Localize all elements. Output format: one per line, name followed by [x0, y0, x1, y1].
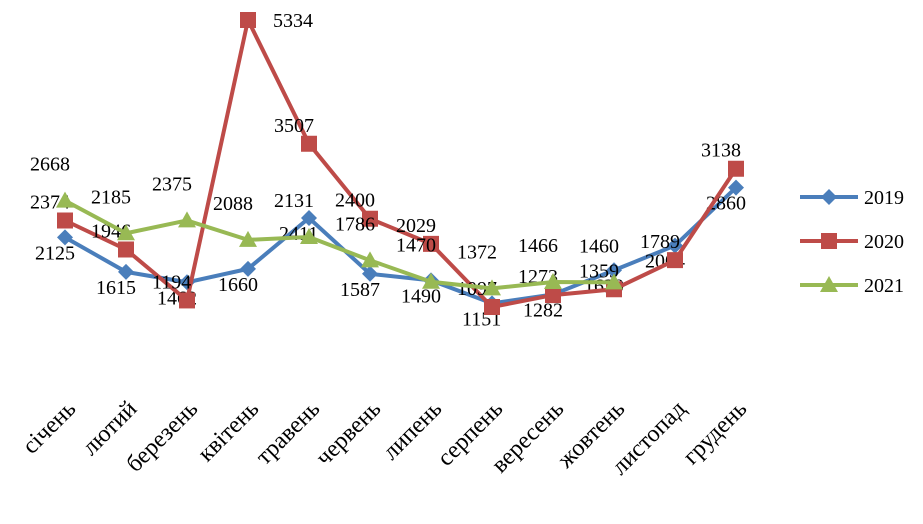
- marker: [118, 263, 134, 280]
- data-label: 2125: [35, 242, 75, 264]
- x-tick-label: квітень: [193, 396, 264, 467]
- data-label: 5334: [273, 10, 313, 32]
- series-line: [64, 186, 738, 306]
- legend-label: 2021: [864, 275, 904, 297]
- data-label: 1615: [96, 277, 136, 299]
- marker: [57, 212, 73, 229]
- marker: [606, 262, 622, 279]
- data-label: 1786: [335, 213, 375, 235]
- data-label: 2374: [30, 192, 70, 214]
- marker: [240, 12, 256, 28]
- marker: [821, 189, 837, 205]
- data-label: 2088: [213, 193, 253, 215]
- x-tick-label: грудень: [678, 396, 752, 470]
- data-label: 1460: [579, 235, 619, 257]
- marker: [240, 260, 256, 277]
- x-tick-label: червень: [311, 396, 386, 471]
- marker: [484, 299, 500, 315]
- legend-label: 2020: [864, 231, 904, 253]
- legend-label: 2019: [864, 187, 904, 209]
- marker: [483, 279, 501, 296]
- marker: [361, 251, 379, 268]
- marker: [117, 224, 135, 241]
- marker: [56, 191, 74, 208]
- marker: [239, 230, 257, 247]
- marker: [362, 210, 378, 227]
- data-label: 1466: [518, 235, 558, 257]
- series-line: [64, 13, 738, 310]
- data-label: 1282: [523, 299, 563, 321]
- marker: [544, 273, 562, 290]
- data-label: 2029: [396, 215, 436, 237]
- data-label: 2668: [30, 154, 70, 176]
- x-tick-label: січень: [18, 396, 82, 460]
- data-label: 3138: [701, 140, 741, 162]
- marker: [301, 135, 317, 152]
- data-label: 1789: [640, 231, 680, 253]
- series-line: [64, 198, 615, 291]
- data-label: 1470: [396, 235, 436, 257]
- marker: [118, 241, 134, 258]
- marker: [821, 233, 837, 249]
- data-label: 2400: [335, 190, 375, 212]
- data-label: 2131: [274, 190, 314, 212]
- marker: [301, 209, 317, 226]
- data-label: 1660: [218, 274, 258, 296]
- marker: [728, 179, 744, 196]
- marker: [667, 252, 683, 269]
- x-tick-label: травень: [251, 396, 325, 470]
- marker: [179, 292, 195, 309]
- data-label: 1372: [457, 241, 497, 263]
- marker: [605, 273, 623, 290]
- marker: [362, 265, 378, 282]
- data-label: 2375: [152, 173, 192, 195]
- marker: [178, 211, 196, 228]
- marker: [728, 160, 744, 177]
- marker: [545, 287, 561, 304]
- data-label: 3507: [274, 115, 314, 137]
- marker: [820, 276, 838, 292]
- marker: [422, 272, 440, 289]
- data-label: 2185: [91, 186, 131, 208]
- data-label: 1359: [579, 260, 619, 282]
- data-label: 1490: [401, 285, 441, 307]
- data-label: 1194: [152, 271, 191, 293]
- marker: [667, 237, 683, 254]
- marker: [300, 227, 318, 244]
- marker: [423, 235, 439, 252]
- marker: [57, 229, 73, 246]
- data-label: 1587: [340, 279, 380, 301]
